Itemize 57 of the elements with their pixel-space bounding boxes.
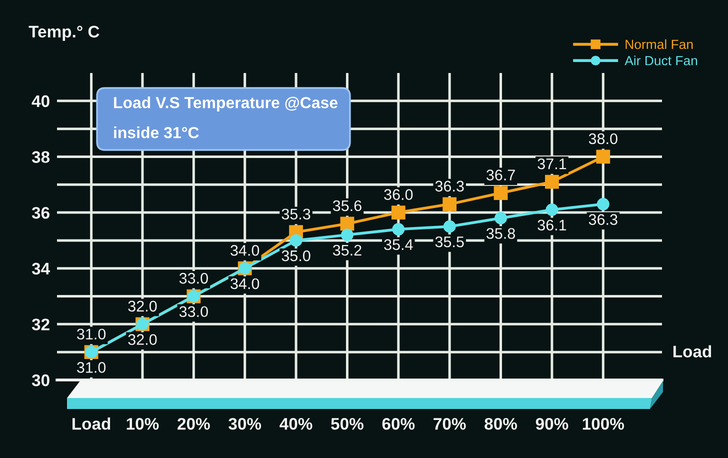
data-label: 33.0 xyxy=(179,272,208,284)
point xyxy=(545,174,559,189)
text: inside 31°C xyxy=(114,126,199,138)
data-label: 35.3 xyxy=(282,208,310,220)
point xyxy=(392,223,405,236)
data-label: 34.0 xyxy=(230,244,260,256)
y-tick-label: 32 xyxy=(32,318,50,330)
data-label: 38.0 xyxy=(588,133,618,144)
y-tick-label: 36 xyxy=(32,206,50,219)
x-tick-label: 40% xyxy=(280,418,312,430)
data-label: 35.0 xyxy=(282,250,310,262)
x-tick-label: 50% xyxy=(331,418,364,430)
point xyxy=(494,186,508,200)
data-label: 33.0 xyxy=(179,306,208,318)
y-axis-title: Temp.° C xyxy=(28,26,100,41)
data-label: 35.5 xyxy=(435,236,464,248)
point xyxy=(494,212,508,224)
y-tick-label: 34 xyxy=(32,262,50,275)
point xyxy=(546,204,558,216)
data-label: 36.3 xyxy=(435,180,464,192)
point xyxy=(596,198,610,210)
legend-label: Air Duct Fan xyxy=(624,56,698,66)
data-label: 31.0 xyxy=(77,328,106,340)
y-tick-label: 38 xyxy=(32,151,50,163)
data-label: 32.0 xyxy=(128,334,157,345)
data-label: 37.1 xyxy=(538,158,566,170)
y-tick-label: 40 xyxy=(32,95,50,108)
data-label: 34.0 xyxy=(230,278,260,290)
data-label: 35.2 xyxy=(332,244,362,256)
x-tick-label: Load xyxy=(72,418,110,430)
data-label: 36.1 xyxy=(538,220,566,231)
x-tick-label: 90% xyxy=(536,418,568,430)
point xyxy=(391,206,406,220)
data-label: 31.0 xyxy=(77,362,106,373)
point xyxy=(443,220,456,233)
x-tick-label: 20% xyxy=(178,418,210,430)
x-tick-label: 10% xyxy=(126,418,159,430)
point xyxy=(442,197,457,212)
data-label: 36.7 xyxy=(486,170,515,180)
y-tick-label: 30 xyxy=(32,374,50,386)
x-axis-title: Load xyxy=(673,345,712,358)
point xyxy=(290,234,302,247)
x-tick-label: 30% xyxy=(228,418,262,430)
data-label: 35.6 xyxy=(332,200,362,212)
point xyxy=(596,150,610,164)
x-tick-label: 80% xyxy=(484,418,518,430)
data-label: 35.4 xyxy=(384,239,413,250)
point xyxy=(340,228,354,242)
text: Load V.S Temperature @Case xyxy=(114,96,338,112)
data-label: 36.0 xyxy=(384,189,413,200)
data-label: 35.8 xyxy=(486,228,515,239)
legend-label: Normal Fan xyxy=(626,39,693,50)
data-label: 36.3 xyxy=(588,214,618,225)
x-tick-label: 70% xyxy=(434,418,466,430)
x-tick-label: 100% xyxy=(582,418,624,430)
x-tick-label: 60% xyxy=(382,418,415,430)
data-label: 32.0 xyxy=(128,300,157,312)
